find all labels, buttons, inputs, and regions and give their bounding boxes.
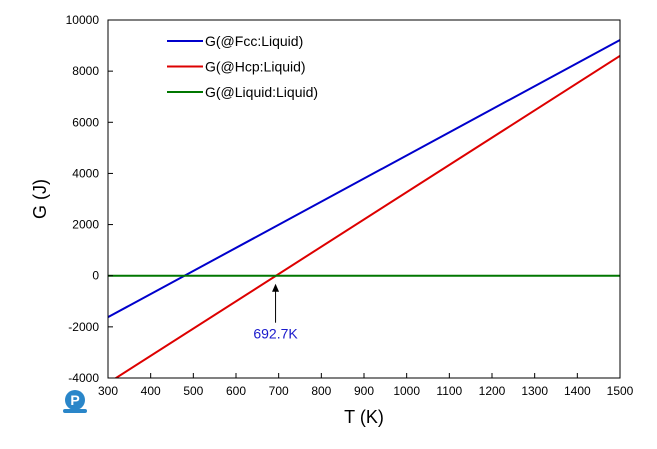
- x-tick-label-0: 300: [98, 384, 118, 398]
- x-tick-label-4: 700: [269, 384, 289, 398]
- annotation-arrow-head-0: [272, 283, 280, 292]
- y-axis-title: G (J): [30, 179, 50, 219]
- y-tick-label-3: 2000: [72, 218, 99, 232]
- legend-label-0: G(@Fcc:Liquid): [205, 33, 303, 49]
- x-tick-label-1: 400: [141, 384, 161, 398]
- y-tick-label-0: -4000: [68, 371, 99, 385]
- series-line-1: [114, 54, 620, 378]
- ticks-layer: 300 400 500 600 700 800 900 1000 1100 1200 1300 140…: [66, 13, 634, 398]
- x-tick-label-12: 1500: [607, 384, 634, 398]
- x-tick-label-11: 1400: [564, 384, 591, 398]
- series-layer: [108, 39, 620, 378]
- x-tick-label-9: 1200: [479, 384, 506, 398]
- y-tick-label-2: 0: [92, 269, 99, 283]
- logo-circle: [65, 390, 85, 410]
- logo-letter: P: [70, 392, 79, 408]
- x-tick-label-10: 1300: [521, 384, 548, 398]
- x-tick-label-6: 900: [354, 384, 374, 398]
- logo-base: [63, 409, 87, 413]
- legend: G(@Fcc:Liquid) G(@Hcp:Liquid) G(@Liquid:Li…: [167, 33, 318, 100]
- y-tick-label-6: 8000: [72, 64, 99, 78]
- legend-label-1: G(@Hcp:Liquid): [205, 59, 306, 75]
- legend-label-2: G(@Liquid:Liquid): [205, 84, 318, 100]
- x-tick-label-5: 800: [311, 384, 331, 398]
- x-tick-label-7: 1000: [393, 384, 420, 398]
- y-tick-label-1: -2000: [68, 320, 99, 334]
- x-axis-title: T (K): [344, 407, 384, 427]
- plot-frame: [107, 19, 621, 379]
- logo-icon: P: [63, 390, 87, 413]
- x-tick-label-2: 500: [183, 384, 203, 398]
- x-tick-label-8: 1100: [436, 384, 462, 398]
- y-tick-label-7: 10000: [66, 13, 100, 27]
- series-line-0: [108, 39, 620, 319]
- x-tick-label-3: 600: [226, 384, 246, 398]
- y-tick-label-5: 6000: [72, 115, 99, 129]
- y-tick-label-4: 4000: [72, 166, 99, 180]
- annotation-label-0: 692.7K: [253, 326, 298, 342]
- annotations: 692.7K: [253, 283, 298, 342]
